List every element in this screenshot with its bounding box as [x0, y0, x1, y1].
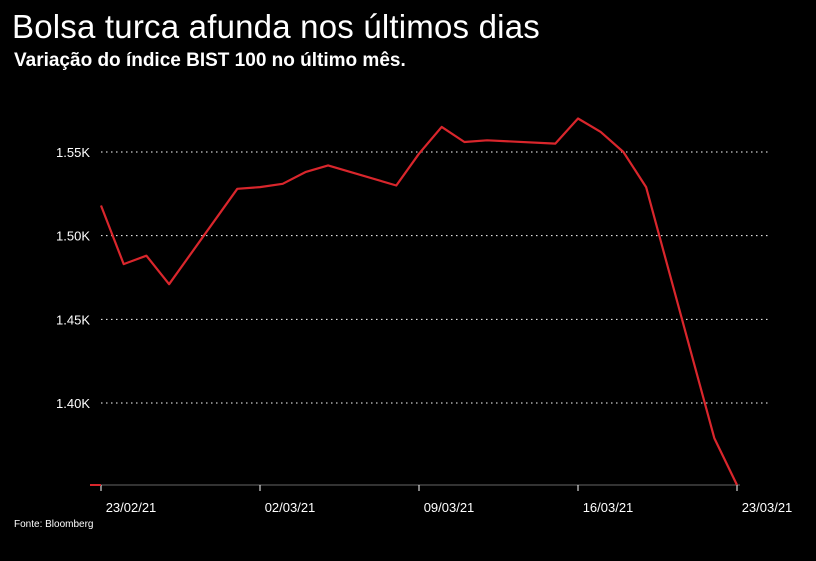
x-tick-label: 23/02/21 — [106, 500, 157, 515]
source-note: Fonte: Bloomberg — [14, 519, 94, 530]
x-axis: 23/02/21 02/03/21 09/03/21 16/03/21 23/03/21 — [90, 484, 793, 515]
y-tick-label: 1.50K — [56, 229, 90, 244]
series-layer — [90, 117, 738, 486]
grid-lines — [101, 151, 768, 404]
y-axis-ticks: 1.40K 1.45K 1.50K 1.55K — [56, 145, 90, 411]
chart-subtitle: Variação do índice BIST 100 no último mê… — [14, 50, 406, 71]
x-tick-label: 02/03/21 — [265, 500, 316, 515]
x-tick-label: 23/03/21 — [742, 500, 793, 515]
chart-title: Bolsa turca afunda nos últimos dias — [12, 8, 540, 45]
series-line — [99, 117, 738, 486]
y-tick-label: 1.55K — [56, 145, 90, 160]
x-tick-label: 16/03/21 — [583, 500, 634, 515]
y-tick-label: 1.45K — [56, 312, 90, 327]
x-tick-label: 09/03/21 — [424, 500, 475, 515]
y-tick-label: 1.40K — [56, 396, 90, 411]
